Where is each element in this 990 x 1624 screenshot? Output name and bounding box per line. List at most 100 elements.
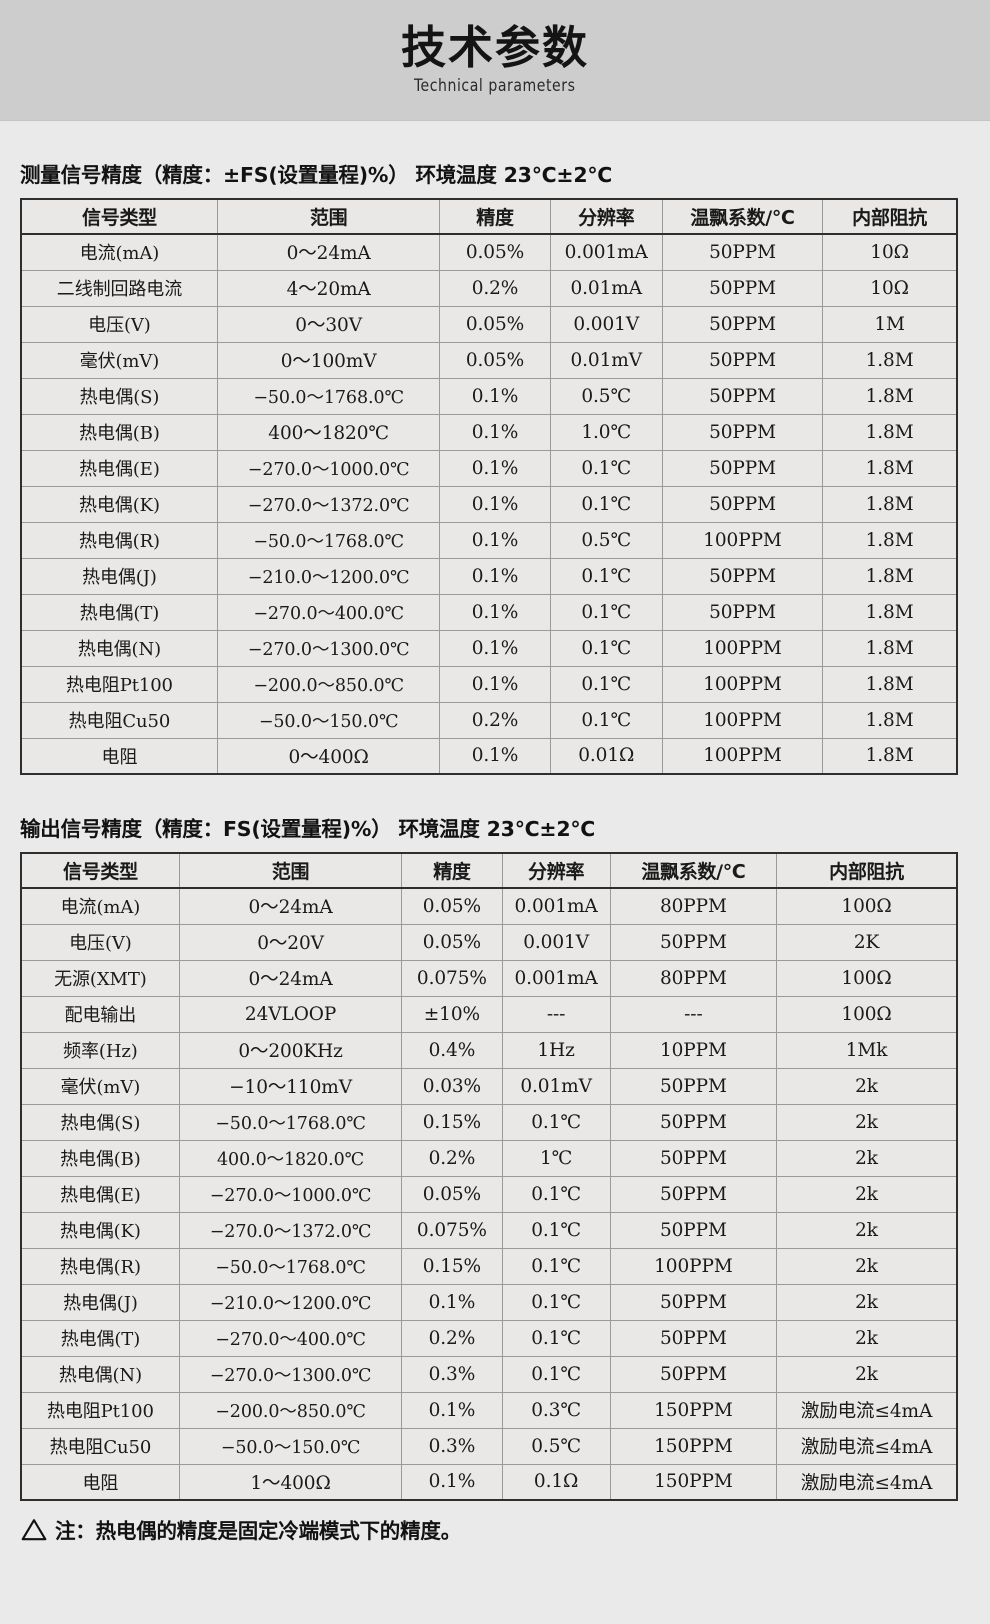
cell-accuracy: 0.05% <box>439 306 551 343</box>
cell-impedance: 2k <box>776 1104 957 1141</box>
cell-resolution: 0.1℃ <box>502 1356 611 1393</box>
cell-accuracy: 0.15% <box>401 1248 503 1285</box>
cell-impedance: 1.8M <box>822 486 957 523</box>
cell-temp-drift: 10PPM <box>610 1032 778 1069</box>
cell-accuracy: 0.05% <box>401 888 503 925</box>
cell-range: 0～100mV <box>217 342 441 379</box>
cell-temp-drift: 50PPM <box>662 378 824 415</box>
cell-impedance: 100Ω <box>776 888 957 925</box>
cell-range: 0～20V <box>179 924 403 961</box>
cell-resolution: 0.1℃ <box>502 1320 611 1357</box>
cell-impedance: 1.8M <box>822 414 957 451</box>
cell-accuracy: 0.2% <box>401 1140 503 1177</box>
cell-range: −200.0～850.0℃ <box>179 1392 403 1429</box>
cell-temp-drift: 50PPM <box>610 1212 778 1249</box>
cell-impedance: 10Ω <box>822 270 957 307</box>
table-row: 电压(V) 0～30V 0.05% 0.001V 50PPM 1M <box>21 306 957 343</box>
cell-temp-drift: 50PPM <box>662 306 824 343</box>
cell-accuracy: 0.05% <box>439 234 551 271</box>
cell-signal-type: 热电偶(K) <box>21 486 218 523</box>
cell-temp-drift: 150PPM <box>610 1428 778 1465</box>
cell-range: −50.0～1768.0℃ <box>217 522 441 559</box>
output-section-heading: 输出信号精度（精度：FS(设置量程)%） 环境温度 23℃±2℃ <box>20 817 596 841</box>
cell-signal-type: 热电偶(N) <box>21 630 218 667</box>
cell-range: 0～24mA <box>217 234 441 271</box>
cell-temp-drift: 150PPM <box>610 1392 778 1429</box>
cell-signal-type: 热电偶(J) <box>21 558 218 595</box>
cell-signal-type: 热电偶(N) <box>21 1356 180 1393</box>
cell-accuracy: 0.1% <box>439 666 551 703</box>
cell-impedance: 1.8M <box>822 558 957 595</box>
document-body: 测量信号精度（精度：±FS(设置量程)%） 环境温度 23℃±2℃ 信号类型 范… <box>0 158 990 1544</box>
cell-resolution: 0.01mV <box>502 1068 611 1105</box>
cell-resolution: 0.1℃ <box>550 450 663 487</box>
table-row: 电阻 1～400Ω 0.1% 0.1Ω 150PPM 激励电流≤4mA <box>21 1464 957 1500</box>
cell-range: −270.0～400.0℃ <box>179 1320 403 1357</box>
cell-range: −200.0～850.0℃ <box>217 666 441 703</box>
table-row: 热电偶(N) −270.0～1300.0℃ 0.3% 0.1℃ 50PPM 2k <box>21 1356 957 1393</box>
table-header-row: 信号类型 范围 精度 分辨率 温飘系数/℃ 内部阻抗 <box>21 199 957 235</box>
cell-accuracy: 0.03% <box>401 1068 503 1105</box>
cell-signal-type: 热电偶(S) <box>21 1104 180 1141</box>
cell-impedance: 2k <box>776 1068 957 1105</box>
table-row: 毫伏(mV) 0～100mV 0.05% 0.01mV 50PPM 1.8M <box>21 342 957 379</box>
cell-range: 0～400Ω <box>217 738 441 774</box>
column-header-impedance: 内部阻抗 <box>822 199 957 235</box>
cell-impedance: 1.8M <box>865 745 914 767</box>
cell-impedance: 1.8M <box>822 594 957 631</box>
cell-signal-type: 热电偶(J) <box>21 1284 180 1321</box>
cell-range: −50.0～150.0℃ <box>179 1428 403 1465</box>
cell-range: 24VLOOP <box>179 996 403 1033</box>
cell-range: −210.0～1200.0℃ <box>179 1284 403 1321</box>
cell-signal-type: 热电偶(B) <box>21 1140 180 1177</box>
cell-accuracy: 0.1% <box>439 486 551 523</box>
cell-range: −270.0～1372.0℃ <box>217 486 441 523</box>
cell-signal-type: 热电偶(K) <box>21 1212 180 1249</box>
cell-signal-type: 热电阻Cu50 <box>21 702 218 739</box>
cell-impedance: 1.8M <box>822 342 957 379</box>
cell-accuracy: 0.2% <box>401 1320 503 1357</box>
table-row: 热电阻Pt100 −200.0～850.0℃ 0.1% 0.1℃ 100PPM 1.8M <box>21 666 957 703</box>
table-row: 热电偶(S) −50.0～1768.0℃ 0.15% 0.1℃ 50PPM 2k <box>21 1104 957 1141</box>
cell-accuracy: 0.1% <box>439 594 551 631</box>
table-row: 毫伏(mV) −10～110mV 0.03% 0.01mV 50PPM 2k <box>21 1068 957 1105</box>
page-subtitle: Technical parameters <box>414 75 576 96</box>
table-body: 电流(mA) 0～24mA 0.05% 0.001mA 50PPM 10Ω 二线制回路电流 4… <box>21 234 957 774</box>
cell-temp-drift: 50PPM <box>662 486 824 523</box>
cell-signal-type: 热电阻Pt100 <box>21 1392 180 1429</box>
cell-temp-drift: --- <box>610 996 778 1033</box>
cell-resolution: 0.001mA <box>502 960 611 997</box>
cell-resolution: 0.1Ω <box>502 1464 611 1500</box>
cell-accuracy: 0.2% <box>439 702 551 739</box>
cell-impedance: 1.8M <box>822 630 957 667</box>
cell-resolution: 0.001V <box>502 924 611 961</box>
column-header-resolution: 分辨率 <box>550 199 663 235</box>
cell-impedance: 2k <box>776 1176 957 1213</box>
table-row: 热电偶(T) −270.0～400.0℃ 0.1% 0.1℃ 50PPM 1.8M <box>21 594 957 631</box>
cell-signal-type: 电流(mA) <box>21 234 218 271</box>
table-row: 电压(V) 0～20V 0.05% 0.001V 50PPM 2K <box>21 924 957 961</box>
cell-impedance: 1.8M <box>822 450 957 487</box>
cell-temp-drift: 80PPM <box>610 888 778 925</box>
footnote: 注：热电偶的精度是固定冷端模式下的精度。 <box>20 1514 970 1544</box>
cell-accuracy: 0.05% <box>401 924 503 961</box>
cell-resolution: 0.1℃ <box>550 558 663 595</box>
cell-signal-type: 热电阻Cu50 <box>21 1428 180 1465</box>
cell-resolution: 0.1℃ <box>502 1176 611 1213</box>
cell-range: −10～110mV <box>179 1068 403 1105</box>
footnote-text: 注：热电偶的精度是固定冷端模式下的精度。 <box>55 1519 461 1543</box>
cell-resolution: 0.1℃ <box>550 486 663 523</box>
table-body: 电流(mA) 0～24mA 0.05% 0.001mA 80PPM 100Ω 电压(V) 0～… <box>21 888 957 1500</box>
cell-resolution: 0.01Ω <box>550 738 663 774</box>
cell-range: −270.0～400.0℃ <box>217 594 441 631</box>
column-header-accuracy: 精度 <box>439 199 551 235</box>
table-row: 热电偶(B) 400.0～1820.0℃ 0.2% 1℃ 50PPM 2k <box>21 1140 957 1177</box>
column-header-temp-drift: 温飘系数/℃ <box>662 199 824 235</box>
cell-signal-type: 毫伏(mV) <box>21 1068 180 1105</box>
cell-range: 0～30V <box>217 306 441 343</box>
cell-temp-drift: 50PPM <box>662 342 824 379</box>
cell-resolution: 0.001mA <box>502 888 611 925</box>
table-row: 热电偶(T) −270.0～400.0℃ 0.2% 0.1℃ 50PPM 2k <box>21 1320 957 1357</box>
cell-accuracy: 0.1% <box>401 1392 503 1429</box>
cell-resolution: 0.01mA <box>550 270 663 307</box>
